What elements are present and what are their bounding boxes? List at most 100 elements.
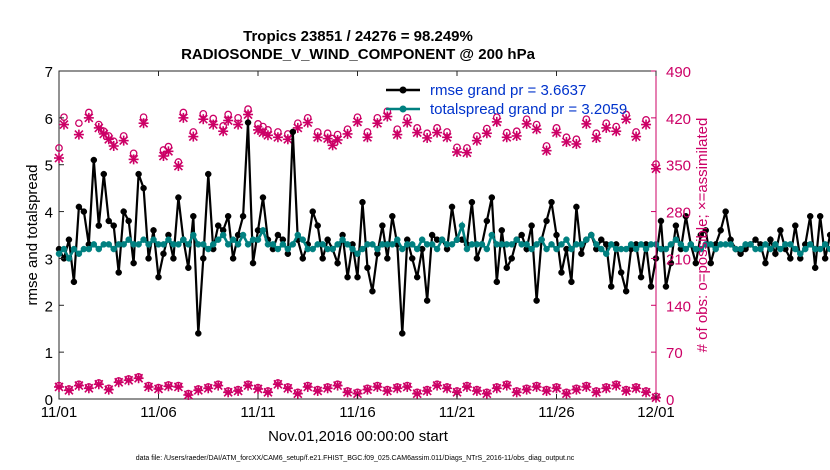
totalspread-point (269, 241, 277, 248)
totalspread-point (399, 245, 406, 253)
right-tick-label: 490 (666, 64, 691, 81)
totalspread-point (578, 241, 585, 248)
totalspread-point (369, 241, 376, 248)
left-tick-label: 1 (45, 345, 53, 362)
obs-assimilated-marker (392, 129, 403, 140)
obs-assimilated-marker (442, 132, 453, 143)
rmse-point (408, 255, 416, 262)
rmse-point (384, 255, 391, 262)
obs-low-assimilated-marker (272, 379, 283, 390)
totalspread-point (334, 241, 341, 248)
totalspread-point (150, 236, 157, 243)
totalspread-point (533, 241, 540, 248)
totalspread-point (359, 245, 366, 253)
obs-assimilated-marker (262, 130, 273, 141)
rmse-point (553, 231, 560, 239)
obs-assimilated-marker (58, 119, 69, 130)
obs-assimilated-marker (561, 136, 572, 147)
obs-low-assimilated-marker (213, 380, 224, 391)
obs-assimilated-marker (282, 134, 293, 145)
obs-assimilated-marker (83, 112, 94, 123)
right-tick-label: 70 (666, 345, 683, 362)
rmse-point (702, 227, 709, 234)
rmse-point (224, 213, 232, 220)
obs-low-assimilated-marker (153, 383, 164, 394)
obs-low-assimilated-marker (322, 383, 333, 394)
right-tick-label: 210 (666, 251, 691, 268)
totalspread-point (607, 241, 615, 248)
totalspread-point (687, 241, 695, 248)
totalspread-point (85, 245, 93, 253)
rmse-point (274, 231, 282, 239)
obs-low-assimilated-marker (163, 381, 174, 392)
left-tick-label: 3 (45, 251, 53, 268)
obs-assimilated-marker (128, 154, 139, 165)
totalspread-point (105, 241, 112, 248)
rmse-point (423, 297, 431, 304)
obs-low-assimilated-marker (561, 388, 572, 399)
obs-low-assimilated-marker (282, 383, 293, 394)
totalspread-point (523, 241, 530, 248)
totalspread-point (349, 245, 356, 253)
rmse-point (244, 119, 252, 126)
totalspread-point (254, 236, 262, 243)
totalspread-point (458, 222, 466, 229)
rmse-point (314, 222, 321, 229)
totalspread-point (229, 236, 237, 243)
rmse-point (647, 283, 655, 290)
obs-low-assimilated-marker (511, 387, 522, 398)
obs-assimilated-marker (461, 147, 472, 158)
left-tick-label: 2 (45, 298, 53, 315)
obs-assimilated-marker (412, 127, 423, 138)
totalspread-point (339, 236, 346, 243)
rmse-point (448, 203, 456, 211)
right-y-axis: 0 70 140 210 280 350 420 490 (651, 64, 691, 409)
rmse-point (185, 264, 192, 272)
rmse-point (100, 170, 108, 178)
obs-low-assimilated-marker (63, 385, 74, 396)
rmse-point (150, 227, 157, 234)
totalspread-point (125, 236, 132, 243)
rmse-point (229, 255, 237, 262)
totalspread-point (175, 241, 182, 248)
totalspread-point (637, 241, 645, 248)
obs-low-assimilated-marker (641, 387, 652, 398)
rmse-point (697, 231, 705, 239)
rmse-point (125, 217, 132, 225)
x-tick-label: 11/11 (240, 404, 275, 421)
rmse-point (692, 259, 700, 267)
obs-assimilated-marker (302, 117, 313, 128)
obs-low-assimilated-marker (571, 384, 582, 395)
obs-low-assimilated-marker (402, 381, 413, 392)
rmse-point (428, 231, 436, 239)
rmse-point (657, 217, 665, 225)
obs-low-assimilated-marker (243, 380, 254, 391)
obs-assimilated-marker (312, 132, 323, 143)
obs-low-assimilated-marker (412, 388, 423, 399)
totalspread-point (95, 245, 103, 253)
totalspread-point (483, 245, 491, 253)
obs-low-assimilated-marker (372, 381, 383, 392)
rmse-point (105, 217, 112, 225)
obs-assimilated-marker (491, 116, 502, 127)
obs-low-assimilated-marker (312, 385, 323, 396)
totalspread-point (200, 241, 207, 248)
totalspread-point (488, 231, 496, 239)
rmse-point (195, 330, 202, 337)
obs-low-assimilated-marker (183, 389, 194, 400)
totalspread-point (672, 236, 680, 243)
totalspread-point (219, 231, 227, 239)
x-tick-label: 11/21 (439, 404, 475, 421)
rmse-point (413, 273, 421, 281)
obs-assimilated-marker (571, 138, 582, 149)
obs-assimilated-marker (382, 111, 393, 122)
obs-low-assimilated-marker (481, 388, 492, 399)
obs-low-assimilated-marker (491, 383, 502, 394)
totalspread-point (806, 241, 814, 248)
rmse-point (289, 128, 297, 136)
rmse-point (344, 273, 351, 281)
obs-assimilated-marker (108, 140, 119, 151)
obs-assimilated-marker (103, 134, 114, 145)
totalspread-point (682, 245, 690, 253)
